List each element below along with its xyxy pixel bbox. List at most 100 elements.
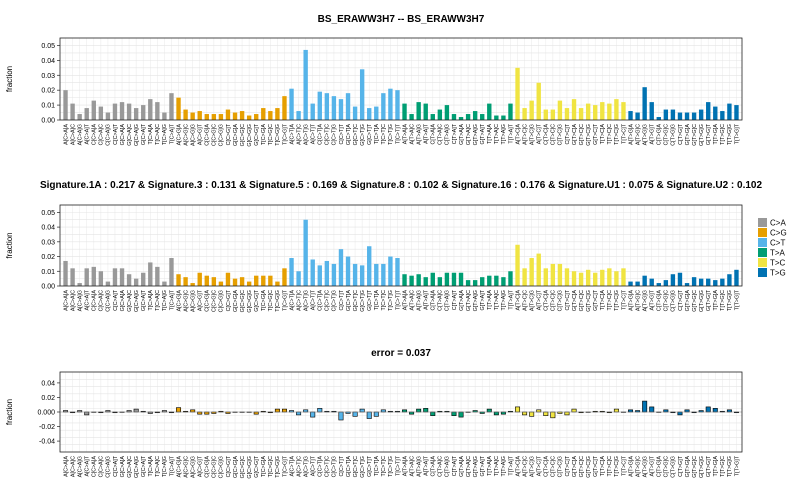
bar-T[C>G]C <box>268 275 273 286</box>
x-tick-label: A[C>T]C <box>296 456 302 477</box>
bar-C[T>A]T <box>451 272 457 286</box>
x-tick-label: A[T>G]G <box>642 290 648 311</box>
x-tick-label: T[T>A]C <box>494 456 500 476</box>
x-tick-label: G[T>C]T <box>593 289 599 311</box>
x-tick-label: G[T>G]A <box>685 456 691 478</box>
x-tick-label: A[T>G]T <box>650 123 656 144</box>
bar-C[T>C]A <box>543 411 549 416</box>
bar-T[C>T]A <box>373 411 379 417</box>
x-tick-label: G[T>C]A <box>572 290 578 312</box>
x-tick-label: T[T>C]A <box>600 456 606 477</box>
x-tick-label: G[T>G]T <box>706 123 712 145</box>
bar-A[T>A]A <box>402 409 408 413</box>
x-tick-label: C[T>C]C <box>551 124 557 145</box>
bar-A[T>A]G <box>416 102 421 120</box>
bar-G[C>T]T <box>367 108 372 120</box>
x-tick-label: G[C>T]A <box>346 290 352 312</box>
bar-A[C>T]A <box>289 258 294 286</box>
bar-A[C>T]T <box>310 411 316 418</box>
x-tick-label: A[C>A]T <box>85 289 91 310</box>
x-tick-label: C[T>A]A <box>431 290 437 311</box>
bar-C[C>T]T <box>338 411 344 421</box>
y-tick-label: 0.00 <box>41 284 55 291</box>
bar-T[C>T]A <box>374 263 379 286</box>
bar-C[T>A]T <box>451 114 457 120</box>
x-tick-label: T[C>G]C <box>268 290 274 312</box>
x-tick-label: G[C>G]T <box>254 455 260 477</box>
x-tick-label: T[T>G]A <box>713 124 719 145</box>
bar-T[T>G]G <box>727 103 732 120</box>
x-tick-label: A[T>A]A <box>402 124 408 145</box>
x-tick-label: T[C>G]T <box>282 455 288 477</box>
x-tick-label: T[C>A]G <box>162 124 168 145</box>
x-tick-label: G[C>A]G <box>134 124 140 146</box>
x-tick-label: A[C>G]T <box>198 455 204 477</box>
x-tick-label: G[T>G]G <box>699 124 705 146</box>
bar-A[C>A]G <box>77 283 82 286</box>
bar-A[C>G]T <box>197 111 202 120</box>
bar-G[T>C]G <box>585 269 591 286</box>
x-tick-label: G[C>T]C <box>353 456 359 478</box>
x-tick-label: C[T>C]T <box>565 289 571 310</box>
bar-G[T>A]G <box>472 280 478 286</box>
bar-A[C>T]T <box>310 103 315 120</box>
x-tick-label: A[T>C]T <box>537 123 543 144</box>
x-tick-label: T[C>T]T <box>395 455 401 476</box>
bar-G[C>G]T <box>254 114 259 120</box>
y-tick-label: -0.04 <box>39 439 55 446</box>
bar-T[T>G]C <box>720 111 725 120</box>
x-tick-label: A[C>T]A <box>289 456 295 477</box>
bar-A[C>G]C <box>183 109 188 120</box>
bar-T[T>G]C <box>720 278 725 286</box>
x-tick-label: C[T>G]T <box>678 455 684 477</box>
bar-G[T>G]C <box>691 112 697 120</box>
legend-swatch <box>758 258 767 267</box>
x-tick-label: T[T>G]A <box>713 290 719 311</box>
x-tick-label: A[T>A]C <box>409 124 415 145</box>
x-tick-label: A[C>T]T <box>311 455 317 476</box>
bar-A[T>C]G <box>529 100 534 120</box>
x-tick-label: A[T>A]G <box>416 124 422 145</box>
x-tick-label: A[T>C]G <box>529 124 535 145</box>
x-tick-label: T[C>A]A <box>148 290 154 311</box>
bar-C[C>A]A <box>91 266 96 286</box>
x-tick-label: A[T>G]T <box>650 455 656 476</box>
bar-C[T>C]A <box>543 109 548 120</box>
x-tick-label: G[T>A]G <box>473 124 479 145</box>
x-tick-label: C[T>C]C <box>551 290 557 311</box>
bar-A[C>T]C <box>296 111 301 120</box>
panel-title: error = 0.037 <box>371 348 431 359</box>
bar-C[T>G]G <box>670 274 676 286</box>
x-tick-label: G[C>A]G <box>134 456 140 478</box>
bar-T[T>C]A <box>600 269 605 286</box>
x-tick-label: T[C>G]G <box>275 290 281 312</box>
x-tick-label: T[T>G]C <box>720 124 726 145</box>
x-tick-label: C[C>T]A <box>318 124 324 145</box>
x-tick-label: A[C>T]G <box>303 290 309 311</box>
x-tick-label: G[T>G]T <box>706 455 712 477</box>
x-tick-label: T[C>T]G <box>388 290 394 311</box>
x-tick-label: T[C>T]C <box>381 124 387 145</box>
legend-label: T>A <box>770 249 786 258</box>
bar-G[T>A]C <box>465 280 471 286</box>
panel-title: Signature.1A : 0.217 & Signature.3 : 0.1… <box>40 180 763 191</box>
x-tick-label: G[C>A]T <box>141 289 147 311</box>
x-tick-label: C[C>T]C <box>325 456 331 477</box>
x-tick-label: A[C>A]G <box>77 290 83 311</box>
bar-A[C>T]G <box>303 409 309 413</box>
bar-C[T>C]C <box>550 109 556 120</box>
bar-T[C>G]C <box>268 111 273 120</box>
x-tick-label: T[T>A]G <box>501 456 507 477</box>
x-tick-label: C[T>A]T <box>452 123 458 144</box>
x-tick-label: C[T>C]A <box>544 124 550 145</box>
bar-T[T>G]A <box>713 106 718 120</box>
bar-T[C>G]T <box>281 408 287 413</box>
x-tick-label: A[C>G]C <box>183 456 189 478</box>
x-tick-label: G[C>T]T <box>367 123 373 145</box>
bar-A[T>C]G <box>529 411 535 417</box>
bar-G[C>G]A <box>232 278 238 286</box>
x-tick-label: A[C>T]A <box>289 124 295 145</box>
bar-T[T>C]G <box>614 99 619 120</box>
bar-G[C>T]G <box>359 408 365 413</box>
bar-T[C>G]A <box>261 275 266 286</box>
